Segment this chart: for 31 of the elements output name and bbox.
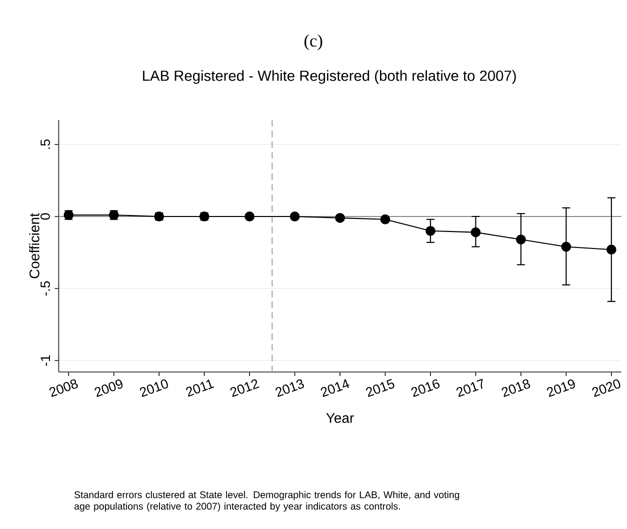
y-tick-label: 0	[40, 213, 50, 220]
x-tick-label: 2016	[411, 379, 440, 398]
x-tick-label: 2017	[456, 378, 483, 398]
y-tick-label: .5	[40, 139, 50, 149]
x-tick-label: 2015	[366, 378, 394, 398]
y-axis-title: Coefficient	[29, 213, 40, 278]
x-tick-label: 2012	[230, 379, 260, 398]
point	[244, 212, 254, 222]
point	[335, 212, 345, 223]
x-tick-label: 2020	[592, 379, 620, 398]
chart-subtitle: LAB Registered - White Registered (both relative to 2007)	[143, 70, 516, 84]
x-tick-label: 2019	[546, 379, 575, 398]
point	[426, 226, 436, 236]
x-tick-label: 2014	[320, 379, 350, 398]
chart-title: (c)	[304, 34, 322, 50]
y-tick-label: -.5	[40, 281, 50, 296]
point	[380, 214, 390, 224]
x-axis-title: Year	[326, 413, 354, 423]
x-tick-label: 2011	[186, 379, 214, 397]
point	[290, 212, 300, 222]
point	[561, 242, 572, 252]
y-tick-label: -1	[40, 355, 50, 366]
point	[516, 234, 526, 244]
point	[606, 244, 616, 255]
x-tick-label: 2010	[140, 379, 168, 398]
x-tick-label: 2008	[49, 379, 78, 398]
point	[470, 227, 481, 238]
x-tick-label: 2013	[276, 379, 304, 398]
text: Standard errors clustered at State level. Demographic trends for LAB, White, and voting age populations (relative to 2007) interacted by year indicators as controls.	[74, 491, 460, 512]
x-tick-label: 2018	[502, 379, 530, 398]
x-tick-label: 2009	[94, 379, 123, 398]
